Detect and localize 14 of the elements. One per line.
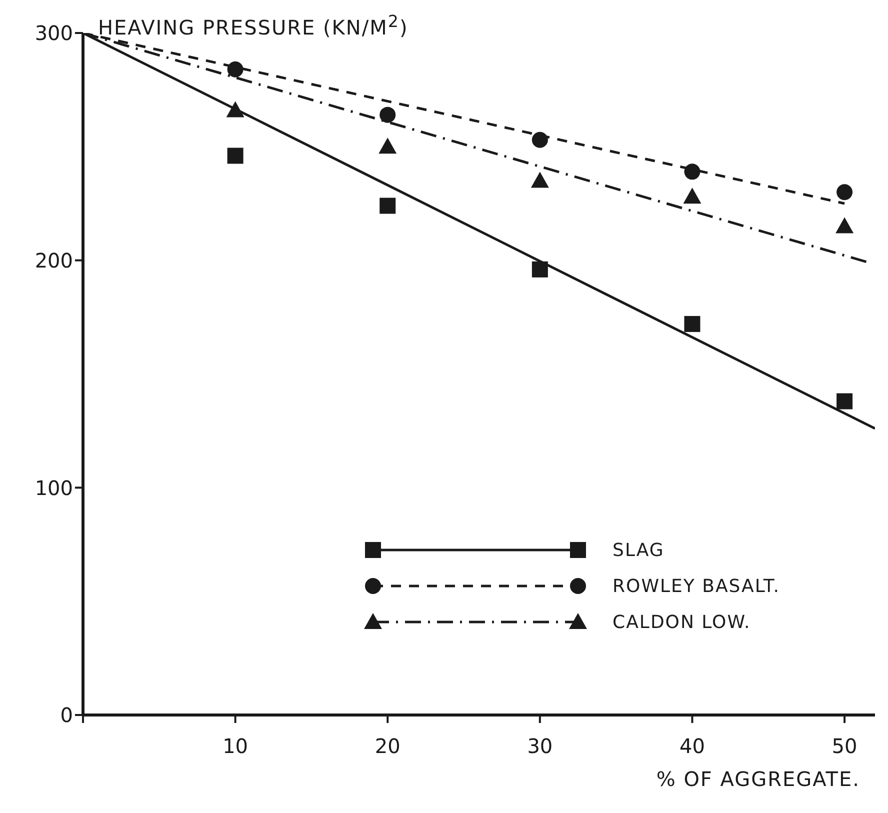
y-axis-title: HEAVING PRESSURE (KN/M$^{2}$) bbox=[98, 12, 408, 40]
y-tick-label: 300 bbox=[34, 21, 73, 46]
x-tick-label: 30 bbox=[527, 734, 553, 758]
y-tick-label: 0 bbox=[60, 703, 73, 728]
x-axis-title: % OF AGGREGATE. bbox=[656, 767, 860, 791]
legend-label: SLAG bbox=[612, 540, 664, 560]
x-tick-label: 10 bbox=[222, 734, 248, 758]
y-tick-label: 100 bbox=[34, 476, 73, 500]
x-tick-label: 40 bbox=[680, 734, 705, 758]
x-tick-label: 50 bbox=[832, 734, 858, 758]
legend-label: CALDON LOW. bbox=[612, 612, 751, 632]
x-tick-label: 20 bbox=[374, 734, 400, 758]
y-tick-label: 200 bbox=[34, 248, 73, 272]
legend-label: ROWLEY BASALT. bbox=[612, 576, 780, 596]
